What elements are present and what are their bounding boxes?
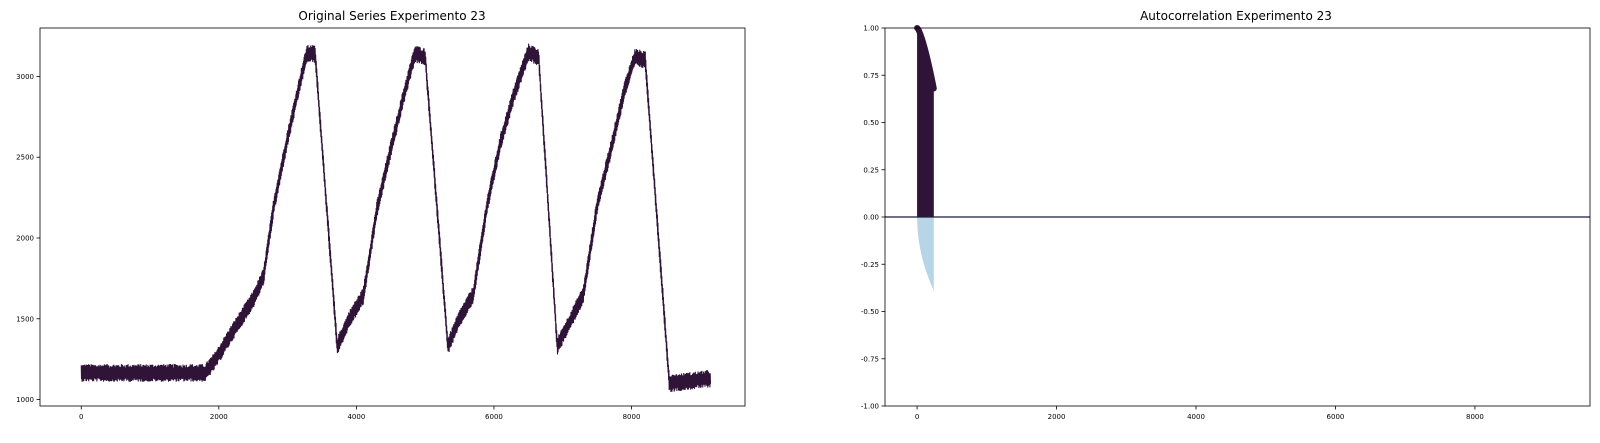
y-tick-label: 2500 <box>16 154 34 162</box>
x-tick-label: 6000 <box>1327 413 1345 421</box>
y-tick-label: 2000 <box>16 235 34 243</box>
y-tick-label: 0.75 <box>863 72 879 80</box>
series-layer <box>885 25 1590 291</box>
y-tick-label: 1.00 <box>863 25 879 33</box>
x-tick-label: 0 <box>79 413 83 421</box>
chart-title: Autocorrelation Experimento 23 <box>1140 9 1332 23</box>
plot-frame <box>39 27 746 407</box>
tick-layer: 0 2000 4000 6000 8000 1000 1500 2000 2500 3000 <box>16 73 640 421</box>
y-tick-label: -0.50 <box>861 308 879 316</box>
y-tick-label: -0.25 <box>861 261 879 269</box>
y-tick-label: -1.00 <box>861 403 879 411</box>
y-tick-label: 3000 <box>16 73 34 81</box>
x-tick-label: 8000 <box>1466 413 1484 421</box>
y-tick-label: 0.50 <box>863 119 879 127</box>
x-tick-label: 4000 <box>1187 413 1205 421</box>
y-tick-label: 1000 <box>16 396 34 404</box>
confidence-band <box>917 217 934 291</box>
y-tick-label: -0.75 <box>861 355 879 363</box>
original-series-chart: Original Series Experimento 23 0 2000 4000… <box>16 9 746 421</box>
x-tick-label: 2000 <box>1048 413 1066 421</box>
y-tick-label: 1500 <box>16 315 34 323</box>
x-tick-label: 2000 <box>210 413 228 421</box>
x-tick-label: 8000 <box>623 413 641 421</box>
autocorrelation-chart: Autocorrelation Experimento 23 0 2000 4000… <box>861 9 1591 422</box>
plot-frame <box>884 27 1591 407</box>
y-tick-label: 0.00 <box>863 214 879 222</box>
series-line <box>80 43 712 392</box>
x-tick-label: 6000 <box>485 413 503 421</box>
x-tick-label: 4000 <box>347 413 365 421</box>
tick-layer: 0 2000 4000 6000 8000 -1.00 -0.75 -0.50 -0.25 0.0… <box>861 25 1484 422</box>
chart-title: Original Series Experimento 23 <box>298 9 485 23</box>
x-tick-label: 0 <box>915 413 919 421</box>
acf-markers <box>914 25 937 92</box>
y-tick-label: 0.25 <box>863 166 879 174</box>
series-layer <box>80 43 712 392</box>
